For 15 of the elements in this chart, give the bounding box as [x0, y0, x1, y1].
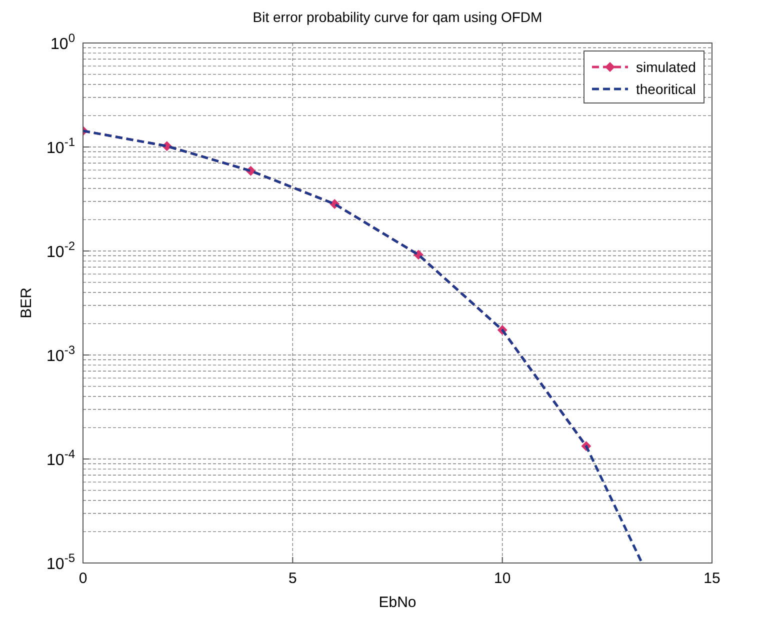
chart-title: Bit error probability curve for qam using OFDM — [252, 9, 542, 25]
legend-label: theoritical — [636, 81, 696, 97]
y-axis-title: BER — [18, 287, 35, 318]
x-tick-label: 15 — [704, 570, 720, 587]
y-tick-label: 10$^{-5}$ — [46, 551, 76, 573]
y-tick-label: 10$^{-3}$ — [46, 343, 76, 365]
legend-label: simulated — [636, 59, 696, 75]
x-tick-label: 10 — [494, 570, 511, 587]
y-tick-label: 10$^{-1}$ — [46, 135, 76, 157]
y-tick-label: 10$^{-2}$ — [46, 239, 76, 261]
y-tick-label: 10$^{0}$ — [50, 31, 76, 53]
y-tick-label: 10$^{-4}$ — [46, 447, 76, 469]
x-tick-label: 0 — [78, 570, 88, 587]
x-tick-label: 5 — [288, 570, 297, 587]
x-axis-title: EbNo — [378, 594, 416, 611]
